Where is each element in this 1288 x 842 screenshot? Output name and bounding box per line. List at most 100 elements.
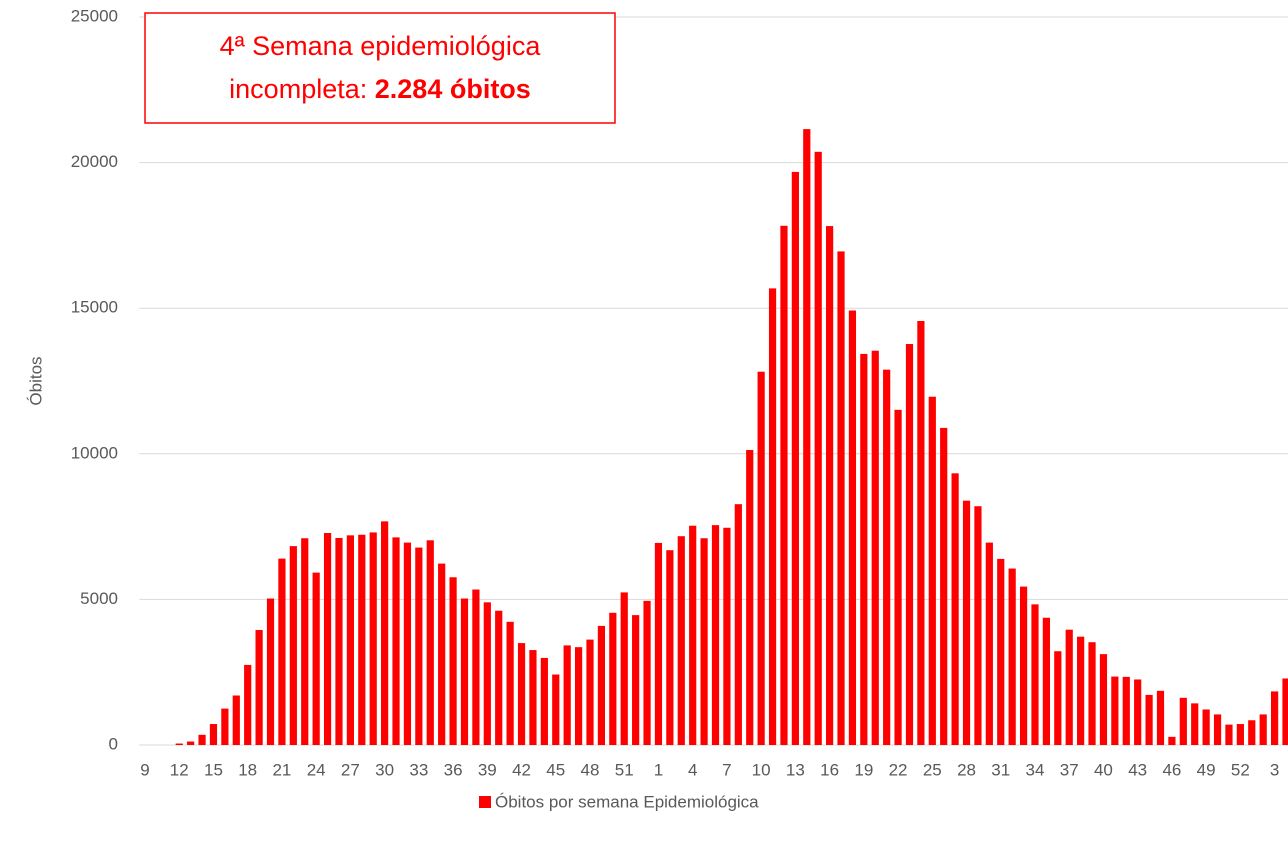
bar [426,540,434,745]
bar [814,151,822,745]
bar [369,532,377,745]
x-tick-label: 34 [1026,760,1045,779]
x-tick-label: 19 [854,760,873,779]
bar [1099,654,1108,745]
x-tick-label: 4 [688,760,697,779]
bar [940,427,948,745]
bar [974,506,982,745]
bar [597,625,606,745]
bar [1134,679,1142,745]
x-tick-label: 28 [957,760,976,779]
bar [221,708,229,745]
bar [1236,724,1244,745]
bar [506,621,514,745]
bar [1248,720,1256,745]
y-tick-label: 25000 [71,6,118,25]
bar [1077,636,1085,745]
bar [1259,714,1267,745]
y-tick-label: 10000 [71,443,118,462]
bar [540,657,548,745]
bar [1156,690,1165,745]
bar [1122,676,1130,745]
x-tick-label: 12 [170,760,189,779]
bar [1191,703,1199,745]
bar [780,225,788,745]
bar [643,600,651,745]
bar [860,353,868,745]
bar [826,226,834,745]
bar [289,546,297,745]
bar [1270,691,1279,745]
bar [1031,604,1039,745]
bar [723,527,731,745]
bar [666,550,674,745]
y-tick-label: 15000 [71,298,118,317]
bar [198,734,206,745]
bar [632,615,640,745]
bar [1065,629,1073,745]
bar [757,371,765,745]
bar [883,369,891,745]
bar [175,743,183,745]
bar [768,288,777,745]
bar [1213,714,1222,745]
bar [791,171,799,745]
bar [266,598,275,745]
x-tick-label: 48 [581,760,600,779]
bar [460,598,469,745]
y-tick-label: 5000 [80,589,118,608]
bar [803,129,811,745]
bar [438,563,446,745]
bar [483,602,491,745]
x-tick-label: 36 [444,760,463,779]
bar [837,251,845,745]
annotation-prefix: incompleta: [229,74,367,104]
x-tick-label: 10 [752,760,771,779]
bar [392,537,400,745]
x-tick-label: 39 [478,760,497,779]
bar [1202,709,1210,745]
bar [574,647,583,745]
x-tick-label: 33 [409,760,428,779]
bar [495,610,503,745]
bar [312,572,320,745]
x-tick-label: 40 [1094,760,1113,779]
bar [323,533,332,745]
y-tick-label: 0 [109,734,118,753]
legend-swatch [479,796,491,808]
x-tick-label: 37 [1060,760,1079,779]
bar [689,525,697,745]
bar [1168,736,1176,745]
bar [381,521,389,745]
x-tick-label: 30 [375,760,394,779]
x-tick-label: 49 [1197,760,1216,779]
x-tick-label: 45 [546,760,565,779]
x-tick-label: 3 [1270,760,1279,779]
legend-label: Óbitos por semana Epidemiológica [495,792,759,811]
annotation-line1: 4ª Semana epidemiológica [220,31,542,61]
bar [278,558,286,745]
bar [746,450,754,745]
x-tick-label: 27 [341,760,360,779]
annotation-box [144,12,616,124]
x-tick-label: 15 [204,760,223,779]
x-tick-label: 22 [889,760,908,779]
x-tick-label: 51 [615,760,634,779]
bar [244,664,252,745]
bar [1145,694,1153,745]
bar [711,525,720,745]
bar [1054,651,1062,745]
bar [517,643,526,745]
bar [654,542,663,745]
bar [1111,676,1119,745]
bar [997,558,1005,745]
bar [552,674,560,745]
bar [848,310,857,745]
bar [1179,697,1187,745]
bar [734,504,742,745]
bar [609,612,617,745]
bar [232,695,240,745]
x-tick-label: 42 [512,760,531,779]
bar [255,629,263,745]
